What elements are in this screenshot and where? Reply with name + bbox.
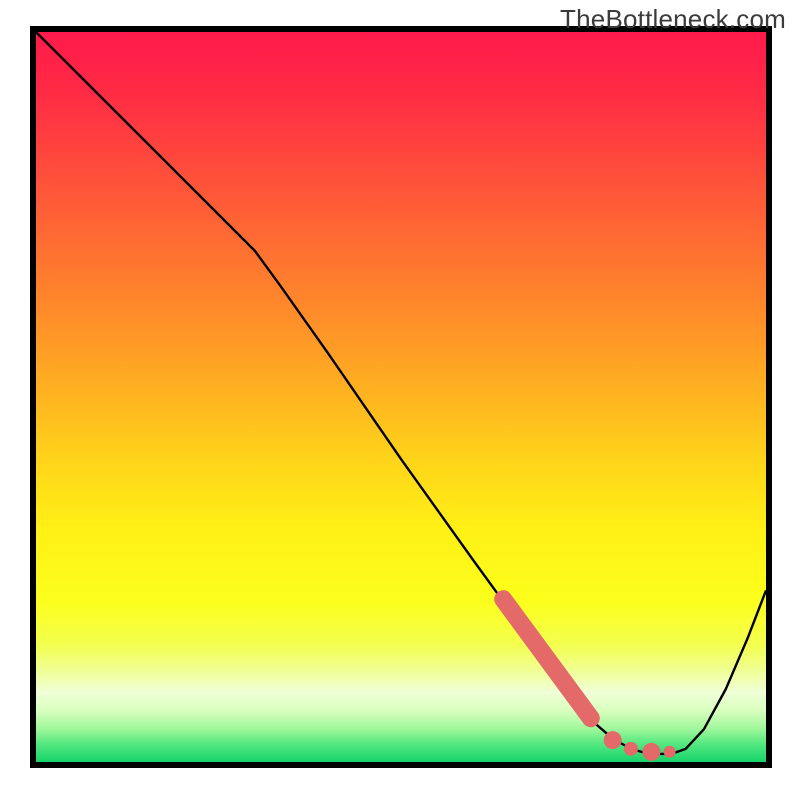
highlight-dot (664, 746, 676, 758)
highlight-dot (604, 731, 622, 749)
watermark-text: TheBottleneck.com (560, 4, 786, 35)
highlight-dot (642, 743, 660, 761)
highlight-dot (624, 742, 638, 756)
chart-stage: TheBottleneck.com (0, 0, 800, 800)
chart-svg (0, 0, 800, 800)
